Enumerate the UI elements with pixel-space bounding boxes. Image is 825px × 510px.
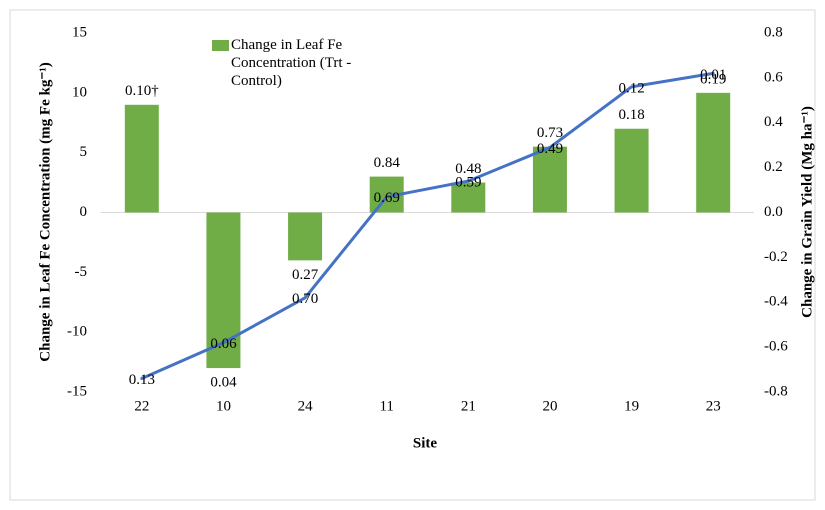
bar: [288, 212, 323, 261]
bar: [696, 92, 731, 213]
x-tick-label: 11: [379, 398, 393, 414]
legend-swatch: [212, 40, 229, 51]
bar-annotation: 0.04: [210, 375, 237, 391]
bar-annotation: 0.48: [455, 161, 481, 177]
x-tick-label: 19: [624, 398, 639, 414]
x-tick-label: 22: [134, 398, 149, 414]
y-tick-label: -15: [67, 383, 87, 399]
line-annotation: 0.01: [700, 67, 726, 83]
bar: [451, 182, 486, 213]
legend-label: Change in Leaf Fe Concentration (Trt - C…: [231, 37, 352, 89]
bar-annotation: 0.27: [292, 267, 319, 283]
y-tick-label: 5: [80, 144, 88, 160]
x-tick-label: 23: [706, 398, 721, 414]
bar-annotation: 0.10†: [125, 83, 159, 99]
x-tick-label: 10: [216, 398, 231, 414]
x-tick-label: 21: [461, 398, 476, 414]
y-tick-label: 15: [72, 24, 87, 40]
y-tick-label: 0: [80, 204, 88, 220]
x-tick-label: 24: [298, 398, 314, 414]
line-annotation: 0.49: [537, 141, 563, 157]
line-annotation: 0.13: [129, 372, 155, 388]
bar-annotation: 0.84: [374, 155, 401, 171]
line-annotation: 0.06: [210, 336, 237, 352]
y2-tick-label: -0.2: [764, 249, 788, 265]
y2-tick-label: 0.0: [764, 204, 783, 220]
y2-tick-label: 0.8: [764, 24, 783, 40]
y2-tick-label: -0.8: [764, 383, 788, 399]
bar-annotation: 0.18: [618, 107, 644, 123]
y-tick-label: -10: [67, 324, 87, 340]
y2-tick-label: 0.2: [764, 159, 783, 175]
line-annotation: 0.59: [455, 175, 481, 191]
y-axis-title: Change in Leaf Fe Concentration (mg Fe k…: [37, 62, 53, 361]
x-tick-label: 20: [542, 398, 557, 414]
line-annotation: 0.69: [374, 190, 400, 206]
y-tick-label: -5: [75, 264, 88, 280]
y-tick-label: 10: [72, 84, 87, 100]
y2-tick-label: -0.6: [764, 339, 788, 355]
y2-tick-label: 0.4: [764, 114, 783, 130]
y2-tick-label: 0.6: [764, 69, 783, 85]
line-annotation: 0.12: [618, 80, 644, 96]
bar: [614, 128, 649, 213]
bar: [124, 104, 159, 213]
chart-frame: [9, 9, 816, 501]
x-axis-title: Site: [413, 435, 438, 451]
line: [140, 71, 715, 381]
y2-axis-title: Change in Grain Yield (Mg ha⁻¹): [799, 106, 815, 318]
line-annotation: 0.70: [292, 291, 318, 307]
bar-annotation: 0.73: [537, 125, 563, 141]
y2-tick-label: -0.4: [764, 294, 788, 310]
bar: [532, 146, 567, 213]
